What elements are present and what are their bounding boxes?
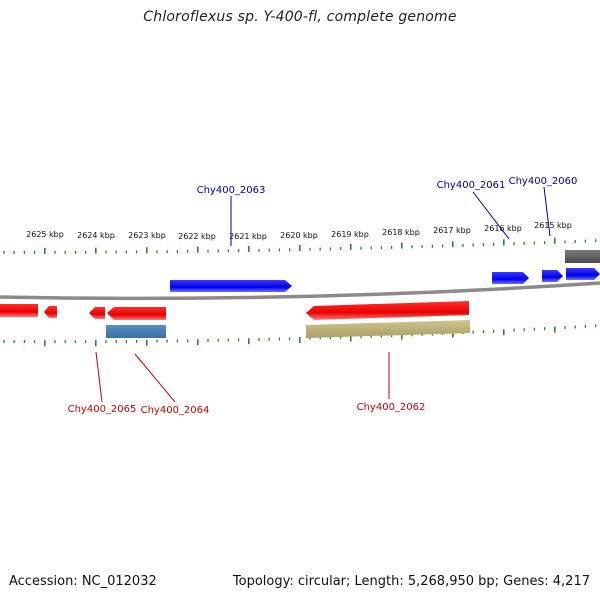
- gene-chy400-2063[interactable]: [170, 280, 292, 292]
- scale-ticks-lower: [3, 324, 597, 347]
- gene-red-edge[interactable]: [0, 304, 38, 317]
- feature-olive[interactable]: [306, 320, 470, 338]
- scale-label: 2620 kbp: [280, 231, 318, 240]
- gene-chy400-2060[interactable]: [542, 270, 563, 282]
- feature-steelblue[interactable]: [106, 325, 166, 338]
- genome-title: Chloroflexus sp. Y-400-fl, complete geno…: [143, 9, 457, 25]
- gene-chy400-2064[interactable]: [107, 307, 166, 320]
- leader-chy400-2061: [472, 191, 510, 240]
- label-chy400-2063[interactable]: Chy400_2063: [197, 185, 266, 196]
- scale-label: 2621 kbp: [229, 232, 267, 241]
- label-chy400-2065[interactable]: Chy400_2065: [68, 404, 137, 415]
- gene-chy400-2062[interactable]: [306, 301, 469, 320]
- gene-blue-edge[interactable]: [566, 268, 600, 280]
- scale-label: 2625 kbp: [26, 230, 64, 239]
- scale-label: 2619 kbp: [331, 230, 369, 239]
- scale-label: 2622 kbp: [178, 232, 216, 241]
- scale-label: 2624 kbp: [77, 231, 115, 240]
- genome-stats-text: Topology: circular; Length: 5,268,950 bp…: [232, 574, 590, 589]
- scale-label: 2617 kbp: [433, 226, 471, 235]
- label-chy400-2062[interactable]: Chy400_2062: [357, 402, 426, 413]
- leader-chy400-2064: [134, 353, 176, 403]
- genome-backbone: [0, 281, 600, 301]
- scale-label: 2623 kbp: [128, 231, 166, 240]
- accession-text: Accession: NC_012032: [9, 574, 157, 589]
- gene-chy400-2065[interactable]: [89, 307, 105, 319]
- scale-label: 2618 kbp: [382, 228, 420, 237]
- scale-label: 2615 kbp: [534, 221, 572, 230]
- gene-chy400-2061[interactable]: [492, 272, 529, 284]
- scale-label: 2616 kbp: [484, 224, 522, 233]
- gene-red-small[interactable]: [44, 306, 57, 318]
- label-chy400-2060[interactable]: Chy400_2060: [509, 176, 578, 187]
- scale-ticks-upper: [3, 237, 597, 254]
- label-chy400-2061[interactable]: Chy400_2061: [437, 180, 506, 191]
- leader-chy400-2065: [95, 351, 103, 403]
- label-chy400-2064[interactable]: Chy400_2064: [141, 405, 210, 416]
- leader-chy400-2060: [543, 186, 551, 237]
- feature-grey[interactable]: [565, 250, 600, 263]
